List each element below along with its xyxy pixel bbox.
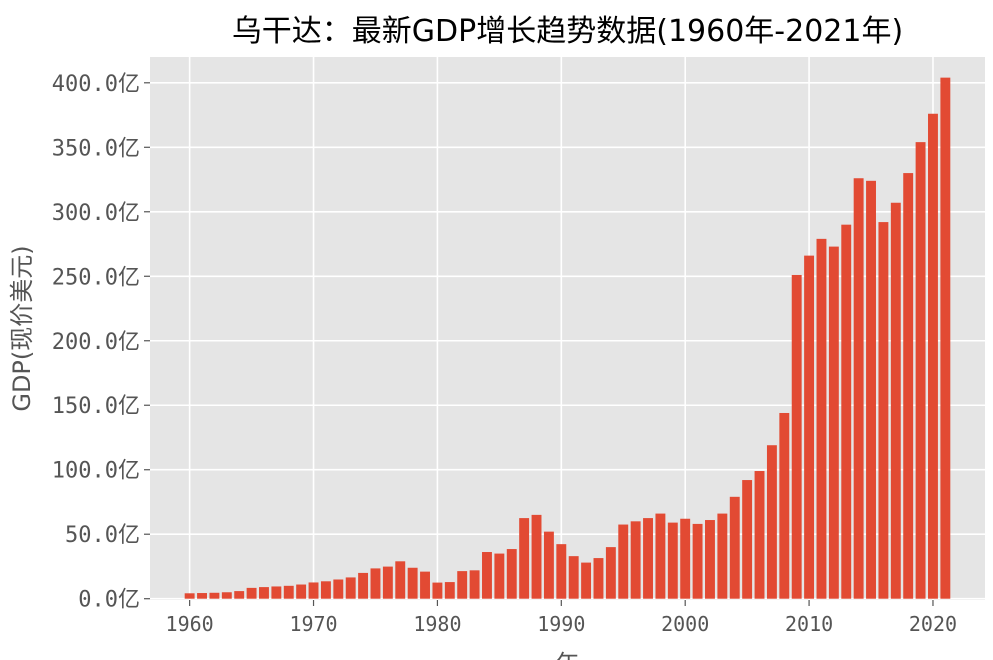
bar: [184, 593, 195, 599]
y-tick-label: 50.0亿: [65, 523, 140, 548]
bar: [432, 582, 443, 599]
y-tick-label: 250.0亿: [52, 265, 140, 290]
bar: [283, 585, 294, 599]
y-tick-label: 300.0亿: [52, 201, 140, 226]
bar: [358, 572, 369, 599]
bar: [494, 553, 505, 599]
bar: [444, 582, 455, 599]
bar: [482, 552, 492, 599]
bar: [729, 496, 740, 599]
bar: [407, 567, 418, 599]
x-tick-label: 2010: [785, 612, 833, 636]
bar: [828, 246, 839, 599]
x-tick-label: 1980: [413, 612, 461, 636]
bar: [320, 581, 331, 599]
bar: [630, 521, 641, 599]
bar: [928, 113, 938, 599]
y-tick-label: 400.0亿: [52, 72, 140, 97]
bar: [333, 579, 344, 599]
bar: [568, 556, 579, 599]
bar: [556, 544, 567, 599]
bar: [655, 513, 666, 599]
y-tick-label: 350.0亿: [52, 136, 140, 161]
bar: [370, 568, 381, 599]
bar: [643, 518, 653, 599]
bar: [667, 522, 678, 599]
bar: [581, 562, 592, 599]
bar: [457, 571, 468, 599]
bar: [271, 586, 282, 599]
bar: [705, 520, 715, 599]
bar: [878, 222, 889, 599]
bar: [246, 587, 257, 599]
bar: [841, 224, 852, 599]
x-tick-label: 1970: [289, 612, 337, 636]
y-tick-label: 150.0亿: [52, 394, 140, 419]
bar: [382, 566, 393, 599]
bar: [791, 274, 802, 599]
bar: [754, 471, 765, 599]
bar: [890, 202, 901, 599]
bar: [197, 593, 207, 599]
bar: [593, 558, 604, 599]
bar: [816, 238, 827, 599]
bar: [506, 549, 517, 599]
x-tick-label: 2000: [661, 612, 709, 636]
bar: [866, 180, 876, 599]
bar: [531, 514, 542, 599]
bar: [296, 584, 307, 599]
bar: [717, 513, 728, 599]
chart-title: 乌干达：最新GDP增长趋势数据(1960年-2021年): [231, 14, 904, 49]
bar: [345, 577, 356, 599]
bar: [308, 582, 319, 599]
bar: [742, 480, 753, 599]
y-tick-label: 100.0亿: [52, 459, 140, 484]
bar: [853, 178, 864, 599]
x-tick-label: 1990: [537, 612, 585, 636]
bar: [543, 531, 554, 599]
bar: [221, 592, 232, 599]
bar: [692, 523, 703, 599]
x-axis-label: 年: [556, 650, 580, 660]
bar: [234, 591, 245, 599]
bar: [519, 518, 530, 599]
x-tick-label: 2020: [909, 612, 957, 636]
y-tick-label: 200.0亿: [52, 330, 140, 355]
bar: [779, 412, 790, 599]
bar: [940, 77, 951, 599]
y-tick-label: 0.0亿: [78, 588, 140, 613]
bar: [903, 173, 914, 599]
x-tick-label: 1960: [166, 612, 214, 636]
bar: [618, 524, 629, 599]
bar: [804, 255, 815, 599]
bar: [395, 561, 406, 599]
bar: [259, 587, 269, 599]
y-axis-label: GDP(现价美元): [8, 245, 36, 411]
bar: [605, 547, 616, 599]
bar: [680, 518, 691, 599]
bar: [766, 445, 777, 599]
bar: [469, 570, 480, 599]
bar: [915, 142, 926, 599]
bar: [420, 571, 430, 599]
bar: [209, 592, 220, 599]
